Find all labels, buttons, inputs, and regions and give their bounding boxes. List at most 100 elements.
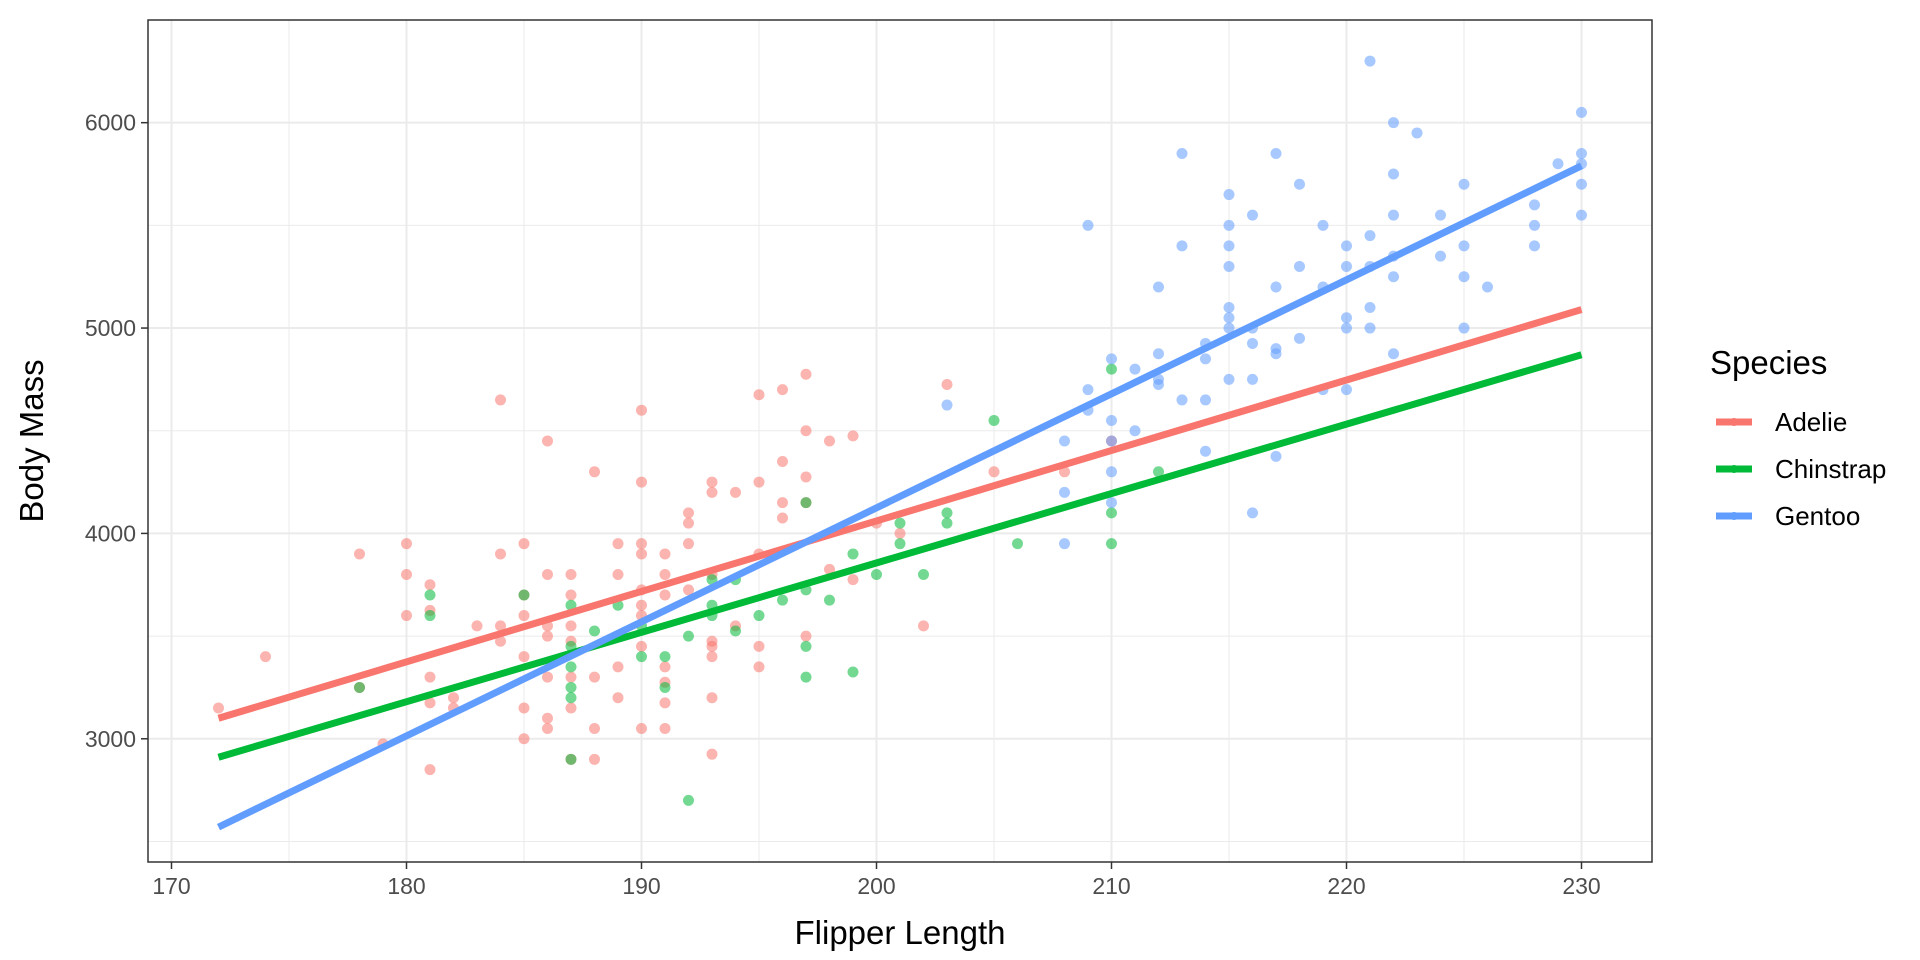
gentoo-point (1223, 302, 1235, 314)
chinstrap-point (565, 692, 577, 704)
adelie-point (683, 517, 694, 529)
adelie-point (636, 599, 647, 611)
gentoo-point (1176, 240, 1188, 252)
chinstrap-point (1106, 363, 1117, 375)
adelie-point (495, 635, 506, 647)
adelie-point (683, 507, 694, 519)
gentoo-point (1458, 240, 1470, 252)
gentoo-point (1176, 147, 1188, 159)
adelie-point (847, 430, 859, 442)
gentoo-point (1294, 260, 1305, 272)
adelie-point (424, 764, 436, 776)
adelie-point (213, 702, 224, 714)
y-tick-label: 6000 (85, 110, 136, 136)
gentoo-point (1341, 312, 1352, 324)
adelie-point (424, 697, 436, 709)
gentoo-point (1576, 178, 1587, 190)
adelie-point (706, 486, 718, 498)
adelie-point (659, 697, 671, 709)
chinstrap-point (1106, 538, 1117, 550)
adelie-point (612, 538, 624, 550)
grid (148, 19, 1652, 862)
legend: Species Adelie Chinstrap Gentoo (1710, 344, 1886, 531)
gentoo-point (1529, 219, 1540, 231)
gentoo-point (1341, 260, 1352, 272)
adelie-point (612, 568, 624, 580)
gentoo-point (941, 399, 953, 411)
gentoo-point (1411, 127, 1423, 139)
gentoo-point (1223, 260, 1235, 272)
gentoo-point (1059, 486, 1070, 498)
gentoo-point (1247, 337, 1258, 349)
adelie-point (518, 733, 530, 745)
chinstrap-point (753, 610, 765, 622)
gentoo-point (1388, 271, 1399, 283)
x-tick-label: 180 (387, 873, 425, 899)
chinstrap-point (565, 681, 577, 693)
adelie-point (565, 671, 577, 683)
gentoo-point (1341, 322, 1352, 334)
adelie-point (612, 692, 624, 704)
chinstrap-point (589, 625, 600, 637)
y-tick-label: 4000 (85, 520, 136, 546)
chinstrap-point (659, 681, 671, 693)
adelie-point (424, 671, 436, 683)
x-tick-label: 200 (857, 873, 895, 899)
adelie-point (800, 471, 812, 483)
chinstrap-point (941, 517, 953, 529)
gentoo-point (1576, 209, 1587, 221)
gentoo-point (1106, 414, 1117, 426)
x-tick-label: 170 (152, 873, 190, 899)
adelie-point (777, 456, 788, 468)
chinstrap-point (800, 671, 812, 683)
y-tick-label: 3000 (85, 726, 136, 752)
chinstrap-point (636, 651, 647, 663)
chinstrap-point (1106, 507, 1117, 519)
gentoo-point (1388, 168, 1399, 180)
chinstrap-point (1012, 538, 1023, 550)
y-axis-title: Body Mass (13, 359, 50, 522)
adelie-point (800, 425, 812, 437)
gentoo-point (1106, 466, 1117, 478)
adelie-point (518, 651, 530, 663)
adelie-point (988, 466, 1000, 478)
adelie-point (659, 568, 671, 580)
gentoo-point (1270, 147, 1282, 159)
adelie-point (542, 630, 553, 642)
gentoo-point (1153, 348, 1164, 360)
gentoo-point (1223, 219, 1235, 231)
chinstrap-point (565, 753, 577, 765)
chinstrap-point (777, 594, 788, 606)
chinstrap-point (824, 594, 835, 606)
gentoo-point (1270, 450, 1282, 462)
gentoo-point (1247, 507, 1258, 519)
trend-lines (216, 162, 1584, 831)
adelie-point (636, 640, 647, 652)
adelie-point (753, 640, 765, 652)
gentoo-point (1388, 209, 1399, 221)
legend-title: Species (1710, 344, 1827, 381)
adelie-point (401, 610, 412, 622)
adelie-point (636, 723, 647, 735)
adelie-point (706, 692, 718, 704)
chinstrap-point (847, 666, 859, 678)
chinstrap-point (918, 568, 929, 580)
gentoo-point (1106, 497, 1117, 509)
gentoo-point (1458, 178, 1470, 190)
adelie-point (683, 538, 694, 550)
chinstrap-point (800, 497, 812, 509)
adelie-point (918, 620, 929, 632)
adelie-point (518, 538, 530, 550)
chinstrap-point (941, 507, 953, 519)
chinstrap-point (659, 651, 671, 663)
chinstrap-point (894, 538, 906, 550)
adelie-point (495, 548, 506, 560)
adelie-point (824, 435, 835, 447)
gentoo-point (1435, 209, 1446, 221)
chinstrap-point (706, 574, 718, 586)
adelie-point (448, 692, 459, 704)
adelie-point (824, 563, 835, 575)
gentoo-point (1294, 332, 1305, 344)
adelie-point (800, 368, 812, 380)
